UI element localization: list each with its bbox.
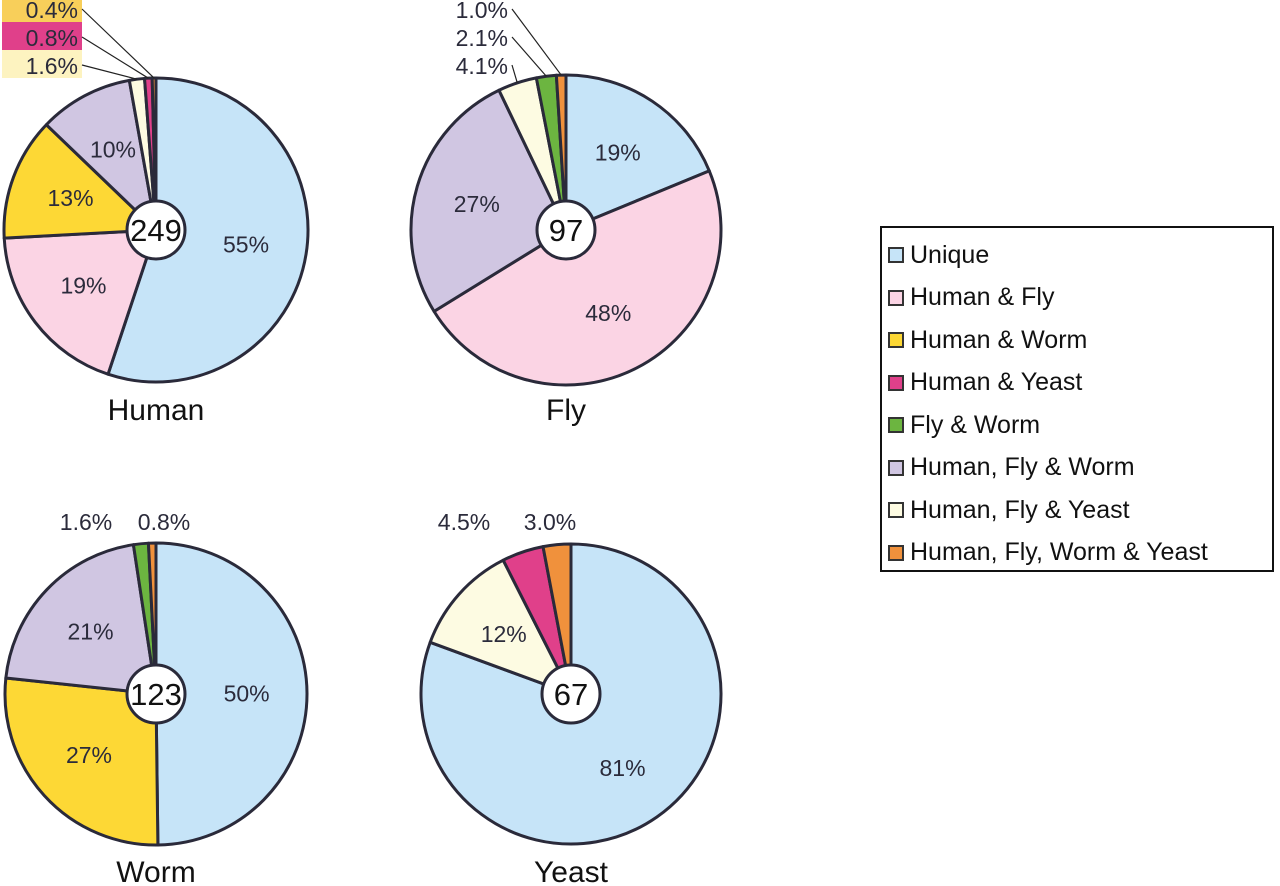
- legend-item: Human & Yeast: [888, 362, 1272, 405]
- legend-item: Human, Fly, Worm & Yeast: [888, 532, 1272, 575]
- pie-slice: [564, 73, 711, 232]
- legend-item: Human & Worm: [888, 319, 1272, 362]
- pie-title: Fly: [546, 394, 586, 427]
- pie-slice: [3, 676, 160, 847]
- slice-label: 27%: [454, 191, 500, 217]
- leader-line: [511, 8, 562, 76]
- pie-total: 97: [549, 213, 583, 248]
- center-circle: [535, 199, 597, 261]
- pie-title: Yeast: [534, 856, 609, 886]
- pie-total: 249: [130, 213, 182, 248]
- leader-line: [81, 64, 138, 80]
- legend-label: Human, Fly & Worm: [910, 453, 1135, 482]
- pie-title: Human: [108, 394, 205, 427]
- pie-slice: [146, 541, 158, 696]
- slice-label: 0.8%: [138, 509, 190, 535]
- slice-label: 10%: [90, 137, 136, 163]
- legend-swatch: [888, 459, 904, 476]
- legend-label: Human & Worm: [910, 325, 1088, 354]
- legend-item: Human & Fly: [888, 277, 1272, 320]
- slice-label: 1.0%: [456, 0, 508, 23]
- pie-total: 67: [554, 677, 588, 712]
- pie-slice: [428, 558, 573, 696]
- pie-slice: [409, 88, 568, 313]
- slice-label: 55%: [223, 232, 269, 258]
- label-highlight: [2, 0, 82, 22]
- label-highlight: [2, 50, 82, 78]
- slice-label: 48%: [585, 300, 631, 326]
- legend-swatch: [888, 332, 904, 349]
- pie-slice: [432, 169, 723, 387]
- slice-label: 1.6%: [60, 509, 112, 535]
- slice-label: 21%: [68, 618, 114, 644]
- slice-label: 3.0%: [524, 509, 576, 535]
- pie-slice: [44, 78, 158, 232]
- legend-swatch: [888, 417, 904, 434]
- slice-label: 81%: [600, 755, 646, 781]
- legend-swatch: [888, 289, 904, 306]
- slice-label: 4.5%: [438, 509, 490, 535]
- legend-item: Unique: [888, 234, 1272, 277]
- leader-line: [81, 36, 149, 79]
- pie-slice: [2, 123, 158, 240]
- slice-label: 19%: [595, 140, 641, 166]
- pie-slice: [154, 541, 309, 847]
- slice-label: 12%: [481, 621, 527, 647]
- pie-title: Worm: [116, 856, 195, 886]
- legend-label: Human & Yeast: [910, 368, 1083, 397]
- slice-label: 1.6%: [26, 53, 78, 79]
- pie-slice: [554, 73, 568, 232]
- legend: Unique Human & Fly Human & Worm Human & …: [880, 226, 1274, 572]
- legend-swatch: [888, 544, 904, 561]
- slice-label: 0.4%: [26, 0, 78, 23]
- pie-slice: [150, 76, 158, 232]
- pie-slice: [106, 76, 310, 384]
- pie-total: 123: [130, 677, 182, 712]
- legend-label: Human, Fly, Worm & Yeast: [910, 538, 1208, 567]
- pie-slice: [541, 542, 573, 696]
- slice-label: 0.8%: [26, 25, 78, 51]
- center-circle: [125, 663, 187, 725]
- slice-label: 19%: [60, 272, 106, 298]
- legend-label: Fly & Worm: [910, 410, 1041, 439]
- legend-item: Fly & Worm: [888, 404, 1272, 447]
- center-circle: [125, 199, 187, 261]
- label-highlight: [2, 22, 82, 50]
- slice-label: 27%: [66, 742, 112, 768]
- slice-label: 2.1%: [456, 25, 508, 51]
- legend-swatch: [888, 247, 904, 264]
- pie-slice: [419, 542, 723, 846]
- legend-swatch: [888, 502, 904, 519]
- legend-label: Human, Fly & Yeast: [910, 495, 1130, 524]
- pie-slice: [2, 228, 158, 376]
- legend-label: Human & Fly: [910, 283, 1055, 312]
- slice-label: 50%: [224, 680, 270, 706]
- slice-label: 4.1%: [456, 53, 508, 79]
- slice-label: 13%: [47, 185, 93, 211]
- legend-swatch: [888, 374, 904, 391]
- center-circle: [540, 663, 602, 725]
- pie-slice: [4, 543, 158, 696]
- legend-item: Human, Fly & Yeast: [888, 489, 1272, 532]
- leader-line: [511, 36, 547, 77]
- legend-item: Human, Fly & Worm: [888, 447, 1272, 490]
- leader-line: [511, 64, 518, 84]
- legend-label: Unique: [910, 240, 990, 269]
- leader-line: [81, 8, 155, 79]
